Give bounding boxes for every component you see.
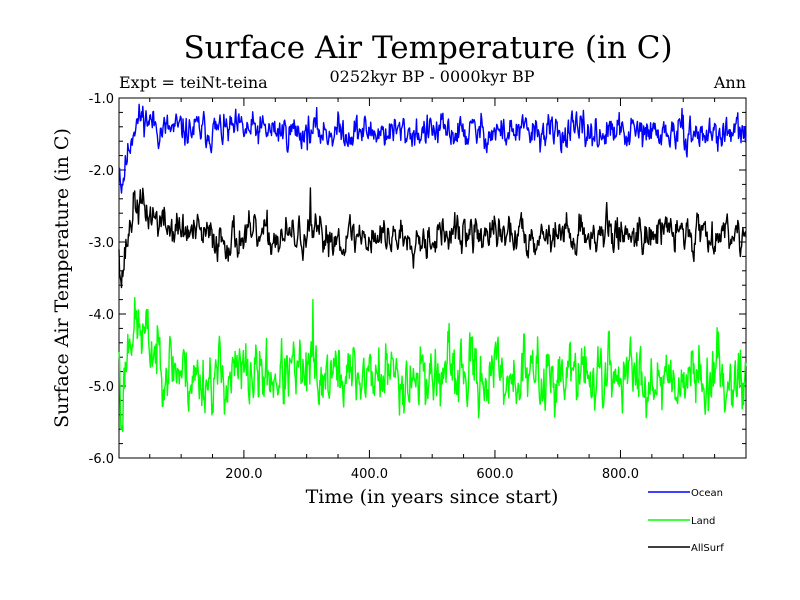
series-line-ocean [118,103,747,194]
y-axis-label: Surface Air Temperature (in C) [51,128,73,428]
series-line-allsurf [118,187,747,289]
series-layer [118,103,747,433]
y-tick-label: -4.0 [89,308,114,323]
y-tick-label: -3.0 [89,236,114,251]
experiment-label: Expt = teiNt-teina [119,73,268,92]
x-tick-label: 400.0 [351,467,388,482]
season-label: Ann [713,73,746,92]
x-tick-label: 600.0 [476,467,513,482]
x-tick-label: 800.0 [602,467,639,482]
y-tick-label: -6.0 [89,452,114,467]
y-tick-label: -5.0 [89,380,114,395]
legend: Ocean Land AllSurf [648,488,724,554]
x-tick-label: 200.0 [225,467,262,482]
y-tick-label: -2.0 [89,164,114,179]
x-axis-ticks: 200.0 400.0 600.0 800.0 [149,98,716,482]
x-axis-label: Time (in years since start) [306,486,559,508]
chart-title: Surface Air Temperature (in C) [183,30,672,66]
y-tick-label: -1.0 [89,92,114,107]
legend-label-land: Land [691,516,715,527]
period-label: 0252kyr BP - 0000kyr BP [330,67,535,86]
legend-label-ocean: Ocean [691,488,723,499]
legend-label-allsurf: AllSurf [691,543,724,554]
series-line-land [118,296,747,433]
y-axis-ticks: -1.0 -2.0 -3.0 -4.0 -5.0 -6.0 [89,92,746,467]
